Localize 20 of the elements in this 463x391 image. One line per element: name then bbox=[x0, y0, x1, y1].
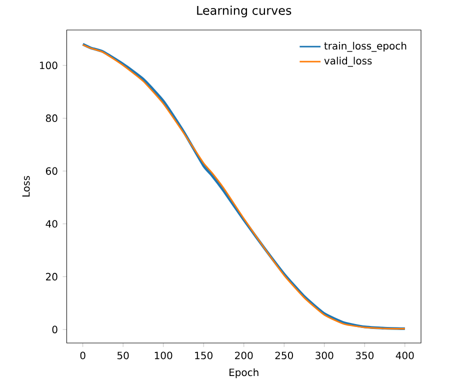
y-axis-title: Loss bbox=[22, 176, 30, 196]
y-tick-label: 0 bbox=[52, 326, 58, 334]
x-tick-label: 200 bbox=[235, 352, 253, 360]
x-tick-label: 350 bbox=[356, 352, 374, 360]
y-tick-label: 40 bbox=[46, 220, 58, 228]
x-tick-label: 50 bbox=[117, 352, 129, 360]
y-tick-label: 80 bbox=[46, 114, 58, 122]
x-tick-label: 300 bbox=[316, 352, 334, 360]
x-tick-label: 150 bbox=[195, 352, 212, 360]
legend-label: train_loss_epoch bbox=[324, 42, 406, 52]
chart-title: Learning curves bbox=[197, 6, 292, 18]
legend-label: valid_loss bbox=[324, 56, 372, 67]
x-tick-label: 100 bbox=[154, 352, 172, 360]
y-tick-label: 100 bbox=[40, 62, 58, 70]
x-axis-title: Epoch bbox=[230, 368, 258, 378]
y-tick-label: 20 bbox=[46, 272, 58, 280]
x-tick-label: 400 bbox=[396, 352, 414, 360]
x-tick-label: 0 bbox=[80, 352, 86, 360]
y-tick-label: 60 bbox=[46, 167, 58, 175]
x-tick-label: 250 bbox=[275, 352, 293, 360]
